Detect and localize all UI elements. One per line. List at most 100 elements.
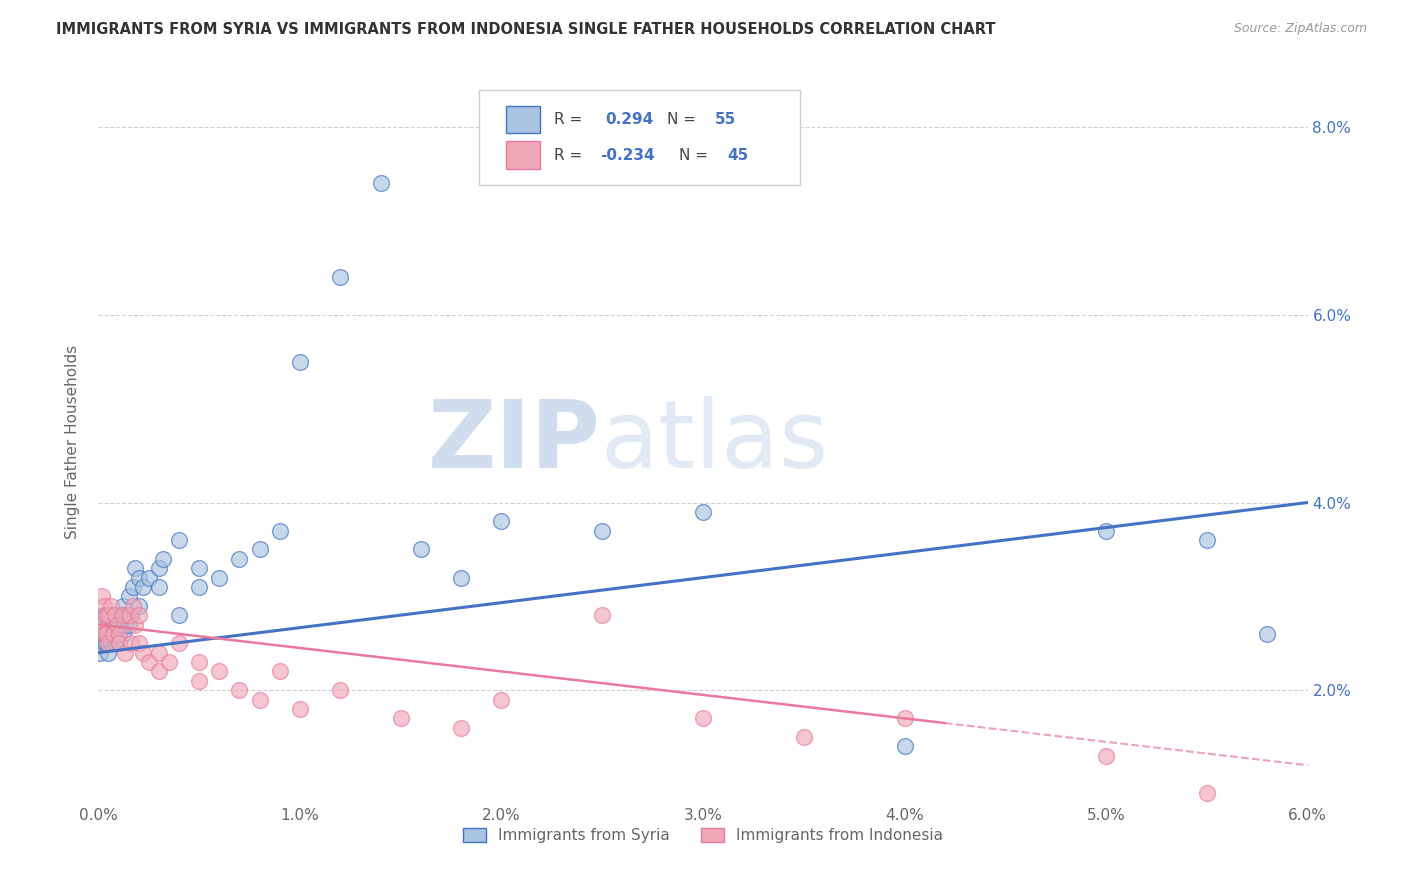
Point: [124, 561, 146, 575]
Point: [591, 608, 613, 623]
Text: 0.294: 0.294: [605, 112, 654, 127]
Point: [188, 580, 211, 594]
Point: [128, 636, 150, 650]
Point: [107, 636, 129, 650]
Point: [329, 270, 352, 285]
Point: [105, 617, 128, 632]
Point: [100, 636, 122, 650]
Point: [121, 599, 143, 613]
Point: [100, 599, 122, 613]
Point: [105, 627, 128, 641]
Point: [96, 627, 118, 641]
Point: [93, 636, 115, 650]
Point: [107, 617, 129, 632]
Point: [249, 692, 271, 706]
Point: [120, 636, 142, 650]
Point: [91, 627, 114, 641]
Text: Source: ZipAtlas.com: Source: ZipAtlas.com: [1233, 22, 1367, 36]
Point: [167, 608, 190, 623]
Point: [148, 665, 170, 679]
Text: atlas: atlas: [600, 395, 828, 488]
Point: [128, 608, 150, 623]
Point: [93, 599, 115, 613]
Point: [111, 627, 134, 641]
Point: [152, 551, 174, 566]
Point: [101, 627, 124, 641]
Point: [208, 571, 231, 585]
Point: [89, 646, 111, 660]
Point: [1095, 524, 1118, 538]
Point: [167, 636, 190, 650]
Point: [91, 590, 114, 604]
Point: [288, 355, 311, 369]
Point: [93, 608, 115, 623]
Point: [591, 524, 613, 538]
Point: [1095, 748, 1118, 763]
Point: [157, 655, 180, 669]
Point: [188, 561, 211, 575]
Point: [118, 590, 141, 604]
Point: [110, 608, 132, 623]
Point: [96, 608, 118, 623]
Point: [208, 665, 231, 679]
FancyBboxPatch shape: [506, 142, 540, 169]
Point: [893, 739, 915, 754]
Legend: Immigrants from Syria, Immigrants from Indonesia: Immigrants from Syria, Immigrants from I…: [457, 822, 949, 849]
Point: [121, 580, 143, 594]
Point: [1195, 786, 1218, 800]
Text: R =: R =: [554, 112, 588, 127]
Text: 55: 55: [716, 112, 737, 127]
Point: [167, 533, 190, 547]
Point: [228, 551, 250, 566]
Point: [97, 627, 120, 641]
Point: [111, 608, 134, 623]
Point: [124, 617, 146, 632]
Point: [114, 646, 136, 660]
Point: [893, 711, 915, 725]
Point: [1195, 533, 1218, 547]
Point: [409, 542, 432, 557]
Point: [692, 711, 714, 725]
Point: [148, 580, 170, 594]
Point: [389, 711, 412, 725]
Point: [97, 646, 120, 660]
Point: [111, 599, 134, 613]
Point: [97, 617, 120, 632]
Point: [249, 542, 271, 557]
Point: [288, 702, 311, 716]
Point: [450, 571, 472, 585]
Point: [148, 646, 170, 660]
Point: [148, 561, 170, 575]
Text: ZIP: ZIP: [427, 395, 600, 488]
FancyBboxPatch shape: [506, 106, 540, 133]
Point: [692, 505, 714, 519]
Point: [491, 514, 513, 528]
Point: [450, 721, 472, 735]
Point: [107, 636, 129, 650]
Point: [128, 599, 150, 613]
Text: -0.234: -0.234: [600, 148, 655, 162]
Point: [101, 617, 124, 632]
Point: [97, 636, 120, 650]
Point: [107, 627, 129, 641]
Point: [793, 730, 815, 744]
Point: [118, 617, 141, 632]
Text: 45: 45: [727, 148, 748, 162]
Point: [93, 627, 115, 641]
Point: [115, 608, 138, 623]
Point: [269, 665, 291, 679]
Point: [103, 608, 125, 623]
Point: [96, 636, 118, 650]
Text: N =: N =: [679, 148, 713, 162]
Point: [269, 524, 291, 538]
Point: [120, 608, 142, 623]
Point: [132, 646, 155, 660]
FancyBboxPatch shape: [479, 90, 800, 185]
Point: [228, 683, 250, 698]
Point: [132, 580, 155, 594]
Point: [96, 627, 118, 641]
Point: [103, 636, 125, 650]
Point: [101, 627, 124, 641]
Point: [103, 617, 125, 632]
Text: R =: R =: [554, 148, 588, 162]
